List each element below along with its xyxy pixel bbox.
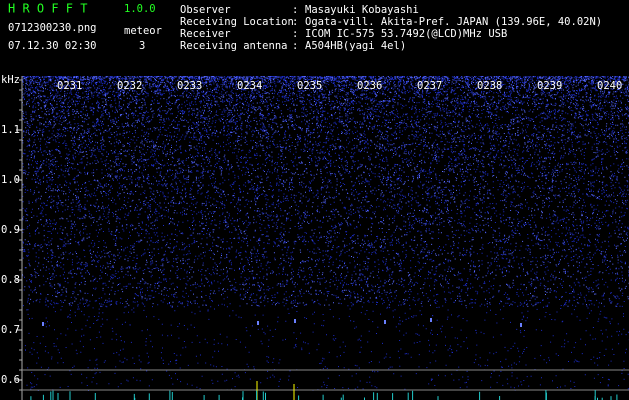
freq-label: 1.0 (1, 174, 20, 186)
time-label: 0231 (57, 80, 82, 92)
datetime: 07.12.30 02:30 (8, 40, 97, 52)
time-label: 0235 (297, 80, 322, 92)
echo (257, 321, 259, 325)
info-value: A504HB(yagi 4el) (305, 40, 406, 52)
freq-label: 1.1 (1, 124, 20, 136)
info-value: ICOM IC-575 53.7492(@LCD)MHz USB (305, 28, 507, 40)
time-label: 0238 (477, 80, 502, 92)
echo (430, 318, 432, 322)
time-label: 0232 (117, 80, 142, 92)
echo (294, 319, 296, 323)
version: 1.0.0 (124, 3, 156, 15)
app-name: H R O F F T (8, 2, 87, 16)
echo (42, 322, 44, 326)
echo (520, 323, 522, 327)
info-label: Receiving Location (180, 16, 294, 28)
time-label: 0236 (357, 80, 382, 92)
time-label: 0237 (417, 80, 442, 92)
info-value: Masayuki Kobayashi (305, 4, 419, 16)
freq-label: 0.9 (1, 224, 20, 236)
time-label: 0239 (537, 80, 562, 92)
echo (384, 320, 386, 324)
info-separator: : (292, 4, 298, 16)
info-separator: : (292, 16, 298, 28)
freq-label: 0.8 (1, 274, 20, 286)
time-label: 0240 (597, 80, 622, 92)
noise (22, 76, 629, 391)
info-label: Observer (180, 4, 231, 16)
time-label: 0233 (177, 80, 202, 92)
info-label: Receiving antenna (180, 40, 287, 52)
time-label: 0234 (237, 80, 262, 92)
info-value: Ogata-vill. Akita-Pref. JAPAN (139.96E, … (305, 16, 602, 28)
info-separator: : (292, 40, 298, 52)
info-label: Receiver (180, 28, 231, 40)
info-separator: : (292, 28, 298, 40)
freq-label: 0.7 (1, 324, 20, 336)
spectrogram: kHz 1.1 1.0 0.9 0.8 0.7 0.6 0231 0232 0233 0234 023… (1, 74, 629, 400)
file-name: 0712300230.png (8, 22, 97, 34)
meteor-count: 3 (139, 40, 145, 52)
freq-label: 0.6 (1, 374, 20, 386)
meteor-label: meteor (124, 25, 162, 37)
unit-label: kHz (1, 74, 20, 86)
station-info: Observer: Masayuki Kobayashi Receiving Loc… (180, 4, 602, 52)
